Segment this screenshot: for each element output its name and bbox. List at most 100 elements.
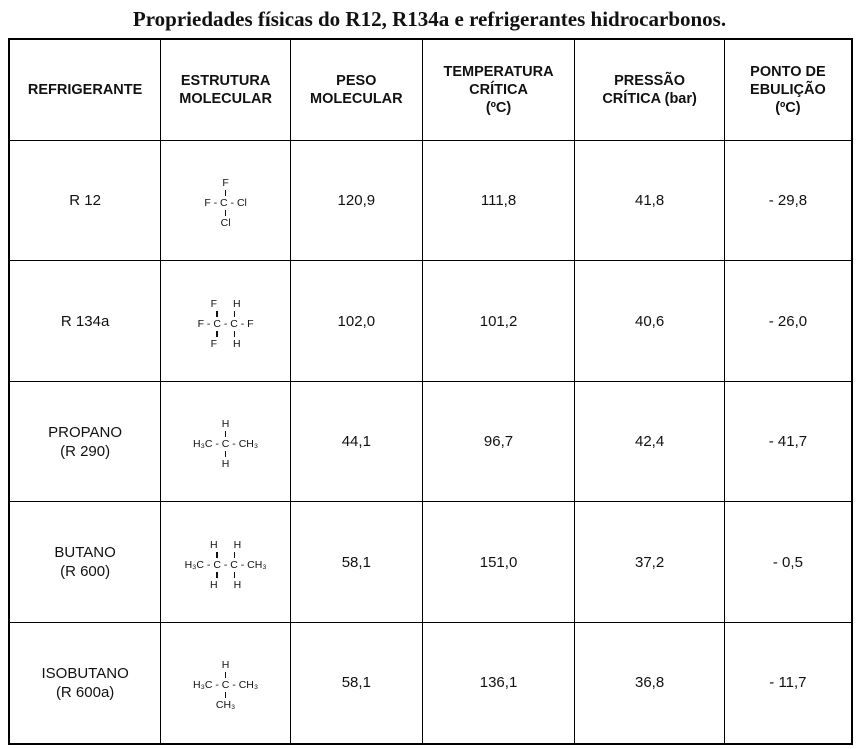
bond [224,190,227,197]
value-cell: 151,0 [421,501,576,623]
name-cell: R 12 [8,139,162,262]
bonds [216,571,236,579]
atom: CH₃ [215,699,236,712]
atoms-bottom: H [222,458,230,470]
value-cell: - 11,7 [723,621,853,745]
bonds [224,209,227,217]
structure-cell: H H₃C - C - CH₃ H [160,380,291,503]
bond [216,571,218,578]
header-cell: PONTO DE EBULIÇÃO (ºC) [723,38,853,141]
header-text: PESO [336,73,377,89]
value-cell: - 41,7 [723,380,853,503]
refrigerant-name: (R 600) [60,563,111,581]
table-body: R 12 F F - C - Cl Cl 120,9 111,8 41,8- 29,8 R 1… [8,139,853,745]
header-text: CRÍTICA (bar) [602,91,697,107]
header-cell: REFRIGERANTE [8,38,162,141]
bond [216,330,218,337]
header-text: REFRIGERANTE [27,82,143,98]
name-cell: PROPANO (R 290) [8,380,162,503]
header-text: TEMPERATURA [443,64,554,80]
value-cell: 37,2 [574,501,725,623]
atom: H [233,337,241,350]
value-cell: 58,1 [289,501,423,623]
header-text: PRESSÃO [614,73,686,89]
refrigerant-name: ISOBUTANO [41,664,129,682]
structure: F F - C - Cl Cl [204,177,247,229]
header-row: REFRIGERANTE ESTRUTURA MOLECULAR PESO MOLECU… [8,38,853,141]
bonds [216,330,236,338]
atom: F [210,337,217,350]
chain: H₃C - C - C - CH₃ [184,558,267,571]
value-cell: 44,1 [289,380,423,503]
value-cell: 41,8 [574,139,725,262]
atom: H [221,659,230,672]
bond [224,431,227,438]
refrigerant-name: R 134a [60,312,110,330]
value-cell: 36,8 [574,621,725,745]
table-row: ISOBUTANO (R 600a) H H₃C - C - CH₃ CH₃ 58,1 13… [8,621,853,745]
atom: F [222,177,229,190]
refrigerant-name: R 12 [69,192,101,210]
bond [233,330,236,337]
atom: H [210,578,218,591]
header-text: CRÍTICA [469,82,528,98]
bonds [224,430,227,438]
value-cell: 102,0 [289,260,423,382]
atoms-bottom: Cl [221,217,231,229]
atom: F [210,297,217,310]
atom: H [233,538,242,551]
structure: H H₃C - C - CH₃ CH₃ [193,659,258,711]
value-cell: - 26,0 [723,260,853,382]
name-cell: ISOBUTANO (R 600a) [8,621,162,745]
table-row: R 12 F F - C - Cl Cl 120,9 111,8 41,8- 29,8 [8,139,853,262]
bonds [216,310,236,318]
bond [216,551,218,558]
atoms-top: H [222,418,230,430]
atoms-top: F [222,177,228,189]
chain: H₃C - C - CH₃ [193,438,259,451]
structure-cell: F F - C - Cl Cl [160,139,291,262]
value-cell: 120,9 [289,139,423,262]
atoms-bottom: CH₃ [216,699,235,711]
chain: F - C - C - F [197,317,254,330]
bond [216,310,218,317]
value-cell: 40,6 [574,260,725,382]
structure: H H H₃C - C - C - CH₃ H H [185,539,267,591]
bond [233,571,236,578]
chain: F - C - Cl [204,197,247,210]
refrigerant-name: (R 290) [60,442,111,460]
atom: H [210,538,218,551]
atom: H [221,458,230,471]
value-cell: - 0,5 [723,501,853,623]
header-text: (ºC) [775,100,801,116]
bond [224,210,227,217]
bond [224,451,227,458]
value-cell: 111,8 [421,139,576,262]
table-row: PROPANO (R 290) H H₃C - C - CH₃ H 44,1 96,7 42,… [8,380,853,503]
table-row: BUTANO (R 600) H H H₃C - C - C - CH₃ H H 58,1 15… [8,501,853,623]
header-text: ESTRUTURA [180,73,271,89]
value-cell: 42,4 [574,380,725,503]
header-text: MOLECULAR [310,91,403,107]
name-cell: R 134a [8,260,162,382]
bonds [224,691,227,699]
refrigerant-name: BUTANO [54,544,116,562]
bond [224,672,227,679]
refrigerant-name: (R 600a) [55,683,115,701]
structure-cell: H H₃C - C - CH₃ CH₃ [160,621,291,745]
bonds [216,551,236,559]
atom: Cl [220,217,231,230]
header-cell: TEMPERATURA CRÍTICA (ºC) [421,38,576,141]
header-text: (ºC) [485,100,512,116]
bonds [224,450,227,458]
header-text: MOLECULAR [179,91,272,107]
chain: H₃C - C - CH₃ [193,679,259,692]
header-cell: ESTRUTURA MOLECULAR [160,38,291,141]
value-cell: 96,7 [421,380,576,503]
